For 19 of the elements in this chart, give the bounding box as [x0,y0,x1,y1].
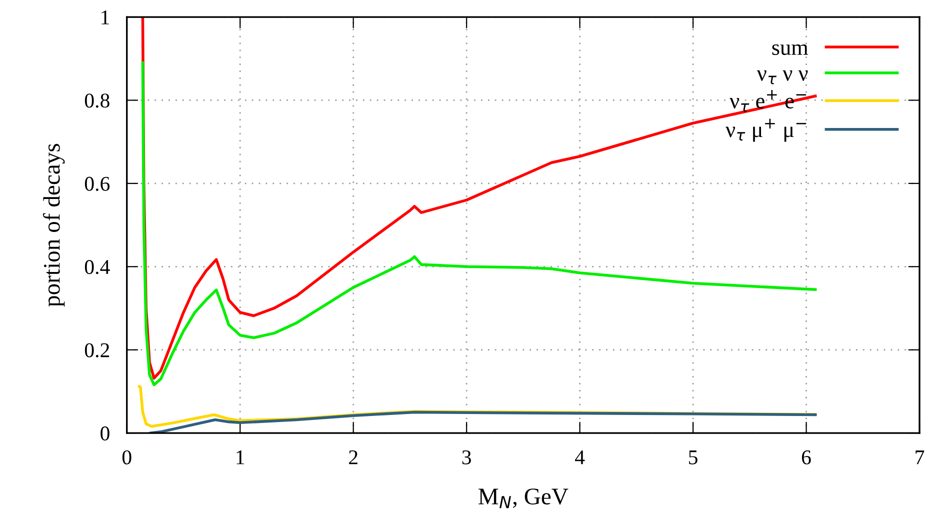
x-tick-label: 1 [236,450,244,464]
legend-label: ν$_{τ}$ ν ν [756,70,808,84]
x-tick-label: 6 [802,450,811,464]
y-tick-label: 0 [100,426,110,440]
x-tick-label: 0 [122,450,132,464]
x-tick-label: 7 [916,450,924,464]
y-tick-label: 0.8 [84,94,110,108]
x-tick-label: 4 [575,450,585,464]
x-tick-label: 3 [462,450,471,464]
y-tick-label: 0.6 [84,176,110,191]
y-tick-label: 0.2 [84,343,110,358]
legend-label: ν$_{τ}$ μ$^{+}$ μ$^{−}$ [726,118,806,142]
x-tick-label: 5 [689,450,698,464]
y-tick-label: 1 [102,10,109,24]
y-tick-label: 0.4 [84,260,110,274]
x-tick-label: 2 [349,450,358,464]
legend-label: sum [772,44,808,56]
x-axis-title: M$_{N}$, GeV [478,488,568,508]
y-axis-title: portion of decays [42,144,65,307]
